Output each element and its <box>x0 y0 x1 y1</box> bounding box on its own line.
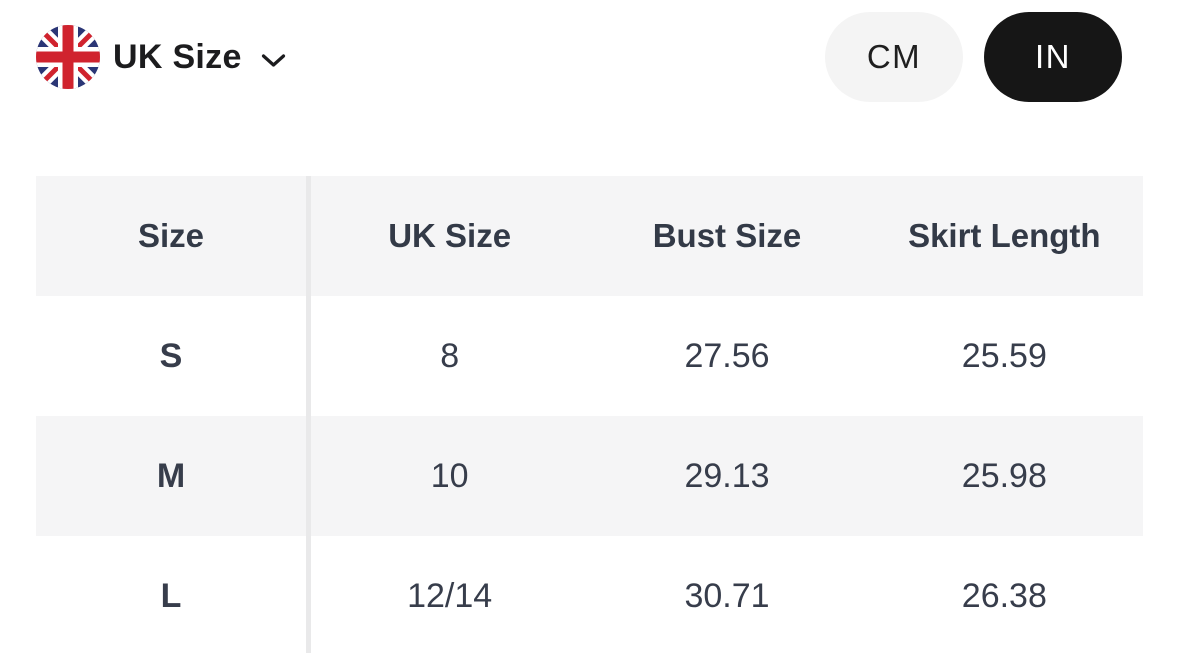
in-toggle-button[interactable]: IN <box>984 12 1122 102</box>
cell-bust-size: 30.71 <box>684 576 770 615</box>
column-header-size: Size <box>36 176 311 296</box>
cell-skirt-length: 25.98 <box>961 456 1047 495</box>
cell-skirt-length: 26.38 <box>961 576 1047 615</box>
table-header-row: Size UK Size Bust Size Skirt Length <box>36 176 1143 296</box>
cell-uk-size: 12/14 <box>407 576 493 615</box>
column-header-skirt-length: Skirt Length <box>908 217 1101 254</box>
size-selector-label: UK Size <box>113 37 242 76</box>
unit-toggle: CM IN <box>825 12 1122 102</box>
cell-bust-size: 27.56 <box>684 336 770 375</box>
cell-skirt-length: 25.59 <box>961 336 1047 375</box>
cell-uk-size: 8 <box>440 336 460 375</box>
table-row-m: M 10 29.13 25.98 <box>36 416 1143 536</box>
cell-uk-size: 10 <box>430 456 469 495</box>
cell-size: S <box>36 296 311 416</box>
cell-size: L <box>36 536 311 653</box>
cell-size: M <box>36 416 311 536</box>
chevron-down-icon <box>260 46 287 69</box>
cm-toggle-button[interactable]: CM <box>825 12 963 102</box>
size-chart-table: Size UK Size Bust Size Skirt Length S 8 … <box>36 176 1143 653</box>
table-row-l: L 12/14 30.71 26.38 <box>36 536 1143 653</box>
column-header-bust-size: Bust Size <box>652 217 802 254</box>
column-header-uk-size: UK Size <box>388 217 512 254</box>
size-guide-topbar: UK Size CM IN <box>0 0 1179 106</box>
region-size-selector[interactable]: UK Size <box>36 25 287 89</box>
uk-flag-icon <box>36 25 100 89</box>
cell-bust-size: 29.13 <box>684 456 770 495</box>
table-row-s: S 8 27.56 25.59 <box>36 296 1143 416</box>
